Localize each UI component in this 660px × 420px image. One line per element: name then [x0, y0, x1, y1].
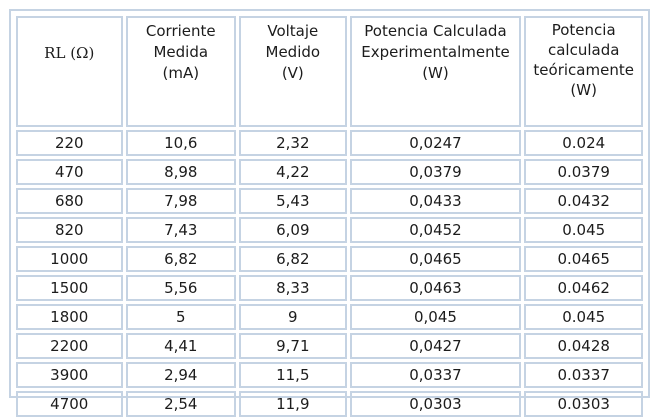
cell-current: 10,6: [125, 130, 237, 156]
cell-current: 2,54: [125, 391, 237, 417]
header-current-line-2: Medida: [153, 43, 209, 61]
cell-current: 5: [125, 304, 237, 330]
cell-rl: 1500: [16, 275, 123, 301]
table-row: 1800 5 9 0,045 0.045: [16, 304, 643, 330]
header-voltage: Voltaje Medido (V): [239, 16, 347, 127]
data-table-container: RL (Ω) Corriente Medida (mA) Voltaje Med…: [9, 9, 650, 417]
cell-power-theoretical: 0.0337: [524, 362, 643, 388]
cell-rl: 3900: [16, 362, 123, 388]
cell-power-experimental: 0,0247: [349, 130, 522, 156]
table-row: 3900 2,94 11,5 0,0337 0.0337: [16, 362, 643, 388]
table-row: 470 8,98 4,22 0,0379 0.0379: [16, 159, 643, 185]
header-power-theoretical-line-2: calculada: [547, 41, 620, 59]
cell-power-theoretical: 0.0379: [524, 159, 643, 185]
table-row: 2200 4,41 9,71 0,0427 0.0428: [16, 333, 643, 359]
cell-current: 8,98: [125, 159, 237, 185]
header-power-theoretical-line-4: (W): [570, 81, 597, 99]
cell-power-experimental: 0,0463: [349, 275, 522, 301]
cell-current: 7,98: [125, 188, 237, 214]
header-voltage-line-3: (V): [281, 64, 304, 82]
header-power-experimental-line-1: Potencia Calculada: [364, 22, 507, 40]
header-rl: RL (Ω): [16, 16, 123, 127]
cell-current: 6,82: [125, 246, 237, 272]
cell-rl: 820: [16, 217, 123, 243]
header-row: RL (Ω) Corriente Medida (mA) Voltaje Med…: [16, 16, 643, 127]
table-row: 1000 6,82 6,82 0,0465 0.0465: [16, 246, 643, 272]
table-body: 220 10,6 2,32 0,0247 0.024 470 8,98 4,22…: [16, 130, 643, 417]
table-header: RL (Ω) Corriente Medida (mA) Voltaje Med…: [16, 16, 643, 127]
table-row: 680 7,98 5,43 0,0433 0.0432: [16, 188, 643, 214]
cell-power-theoretical: 0.0432: [524, 188, 643, 214]
cell-voltage: 9,71: [239, 333, 347, 359]
header-power-experimental: Potencia Calculada Experimentalmente (W): [349, 16, 522, 127]
header-current-line-1: Corriente: [145, 22, 216, 40]
cell-current: 5,56: [125, 275, 237, 301]
cell-rl: 1800: [16, 304, 123, 330]
cell-power-theoretical: 0.045: [524, 304, 643, 330]
cell-power-theoretical: 0.024: [524, 130, 643, 156]
cell-rl: 220: [16, 130, 123, 156]
cell-power-experimental: 0,0452: [349, 217, 522, 243]
table-row: 4700 2,54 11,9 0,0303 0.0303: [16, 391, 643, 417]
cell-power-theoretical: 0.0428: [524, 333, 643, 359]
cell-power-experimental: 0,0465: [349, 246, 522, 272]
cell-voltage: 8,33: [239, 275, 347, 301]
cell-power-experimental: 0,0337: [349, 362, 522, 388]
cell-voltage: 11,5: [239, 362, 347, 388]
cell-power-theoretical: 0.0465: [524, 246, 643, 272]
cell-voltage: 6,09: [239, 217, 347, 243]
cell-power-experimental: 0,045: [349, 304, 522, 330]
cell-current: 4,41: [125, 333, 237, 359]
header-voltage-line-2: Medido: [265, 43, 321, 61]
cell-rl: 1000: [16, 246, 123, 272]
cell-power-theoretical: 0.0462: [524, 275, 643, 301]
header-voltage-line-1: Voltaje: [267, 22, 319, 40]
cell-power-experimental: 0,0427: [349, 333, 522, 359]
cell-power-experimental: 0,0379: [349, 159, 522, 185]
header-power-theoretical: Potencia calculada teóricamente (W): [524, 16, 643, 127]
cell-voltage: 2,32: [239, 130, 347, 156]
cell-voltage: 6,82: [239, 246, 347, 272]
cell-voltage: 9: [239, 304, 347, 330]
cell-rl: 680: [16, 188, 123, 214]
cell-voltage: 4,22: [239, 159, 347, 185]
cell-current: 7,43: [125, 217, 237, 243]
header-power-experimental-line-3: (W): [422, 64, 449, 82]
cell-power-theoretical: 0.0303: [524, 391, 643, 417]
header-current: Corriente Medida (mA): [125, 16, 237, 127]
cell-power-theoretical: 0.045: [524, 217, 643, 243]
header-rl-label: RL (Ω): [44, 44, 95, 62]
cell-rl: 2200: [16, 333, 123, 359]
header-power-experimental-line-2: Experimentalmente: [361, 43, 510, 61]
measurements-table: RL (Ω) Corriente Medida (mA) Voltaje Med…: [13, 13, 646, 420]
cell-power-experimental: 0,0433: [349, 188, 522, 214]
table-row: 220 10,6 2,32 0,0247 0.024: [16, 130, 643, 156]
header-power-theoretical-line-1: Potencia: [551, 21, 616, 39]
cell-voltage: 11,9: [239, 391, 347, 417]
cell-rl: 470: [16, 159, 123, 185]
cell-current: 2,94: [125, 362, 237, 388]
table-row: 1500 5,56 8,33 0,0463 0.0462: [16, 275, 643, 301]
cell-power-experimental: 0,0303: [349, 391, 522, 417]
cell-rl: 4700: [16, 391, 123, 417]
header-current-line-3: (mA): [162, 64, 200, 82]
cell-voltage: 5,43: [239, 188, 347, 214]
table-row: 820 7,43 6,09 0,0452 0.045: [16, 217, 643, 243]
header-power-theoretical-line-3: teóricamente: [533, 61, 634, 79]
